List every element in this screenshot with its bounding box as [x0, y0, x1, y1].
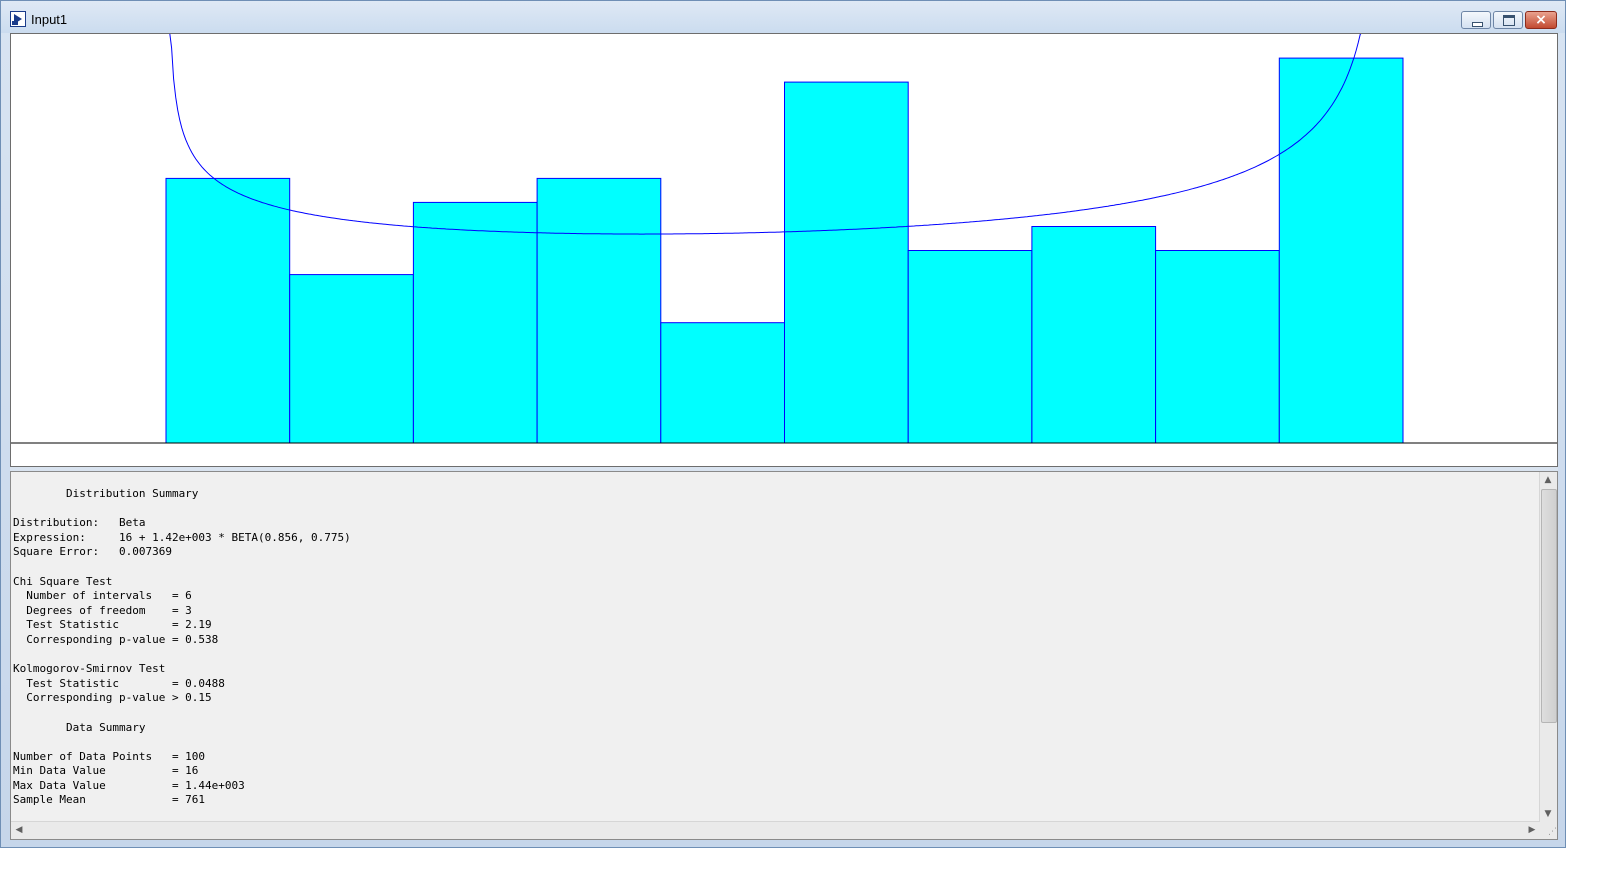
pane-splitter[interactable] [10, 467, 1558, 471]
minimize-button[interactable] [1461, 11, 1491, 29]
summary-line: Test Statistic = 0.0488 [13, 676, 225, 690]
input-analyzer-window: Input1 × Distribution Summary Distributi… [0, 0, 1566, 848]
histogram-bar [1155, 250, 1280, 444]
histogram-pane [10, 33, 1558, 467]
histogram-chart [11, 34, 1557, 444]
histogram-bar [1278, 57, 1404, 444]
summary-line: Sample Mean = 761 [13, 793, 206, 807]
summary-line [13, 706, 351, 721]
fitted-density-curve [169, 34, 1362, 235]
vertical-scroll-thumb[interactable] [1541, 489, 1557, 723]
summary-line [13, 648, 351, 663]
scroll-left-arrow-icon[interactable]: ◀ [15, 825, 23, 835]
histogram-bar [660, 322, 785, 444]
summary-line [13, 560, 351, 575]
scroll-up-arrow-icon[interactable]: ▲ [1544, 475, 1552, 485]
summary-line: Max Data Value = 1.44e+003 [13, 778, 245, 792]
histogram-bar [536, 177, 662, 444]
histogram-bar [165, 177, 291, 444]
summary-line [13, 735, 351, 750]
summary-line: Square Error: 0.007369 [13, 545, 172, 559]
summary-text: Distribution Summary Distribution: Beta E… [13, 487, 351, 808]
close-button[interactable]: × [1525, 11, 1557, 29]
histogram-bar [289, 274, 414, 444]
close-icon: × [1535, 12, 1547, 28]
horizontal-scrollbar[interactable]: ◀ ▶ [11, 821, 1540, 839]
caption-buttons: × [1459, 11, 1557, 31]
summary-line: Corresponding p-value > 0.15 [13, 691, 212, 705]
window-title: Input1 [31, 12, 68, 27]
summary-line: Degrees of freedom = 3 [13, 603, 192, 617]
summary-line: Kolmogorov-Smirnov Test [13, 662, 166, 676]
summary-line: Number of Data Points = 100 [13, 749, 206, 763]
maximize-button[interactable] [1493, 11, 1523, 29]
histogram-bar [1031, 226, 1157, 444]
summary-line: Distribution: Beta [13, 516, 146, 530]
summary-line: Min Data Value = 16 [13, 764, 199, 778]
summary-line: Number of intervals = 6 [13, 589, 192, 603]
summary-line: Distribution Summary [13, 487, 199, 500]
histogram-bar [907, 250, 1033, 444]
histogram-bar [784, 81, 909, 444]
scroll-down-arrow-icon[interactable]: ▼ [1544, 809, 1552, 819]
size-grip-icon[interactable]: ⋰ [1540, 822, 1557, 839]
summary-line: Expression: 16 + 1.42e+003 * BETA(0.856,… [13, 530, 351, 544]
app-icon[interactable] [10, 11, 26, 27]
summary-line [13, 502, 351, 517]
histogram-bar [412, 201, 538, 444]
summary-line: Test Statistic = 2.19 [13, 618, 212, 632]
scroll-right-arrow-icon[interactable]: ▶ [1528, 825, 1536, 835]
vertical-scrollbar[interactable]: ▲ ▼ [1539, 472, 1557, 822]
summary-line: Data Summary [13, 720, 146, 734]
summary-pane: Distribution Summary Distribution: Beta E… [10, 471, 1558, 840]
title-bar[interactable]: Input1 × [1, 1, 1565, 33]
summary-line: Corresponding p-value = 0.538 [13, 632, 219, 646]
summary-line: Chi Square Test [13, 574, 113, 588]
